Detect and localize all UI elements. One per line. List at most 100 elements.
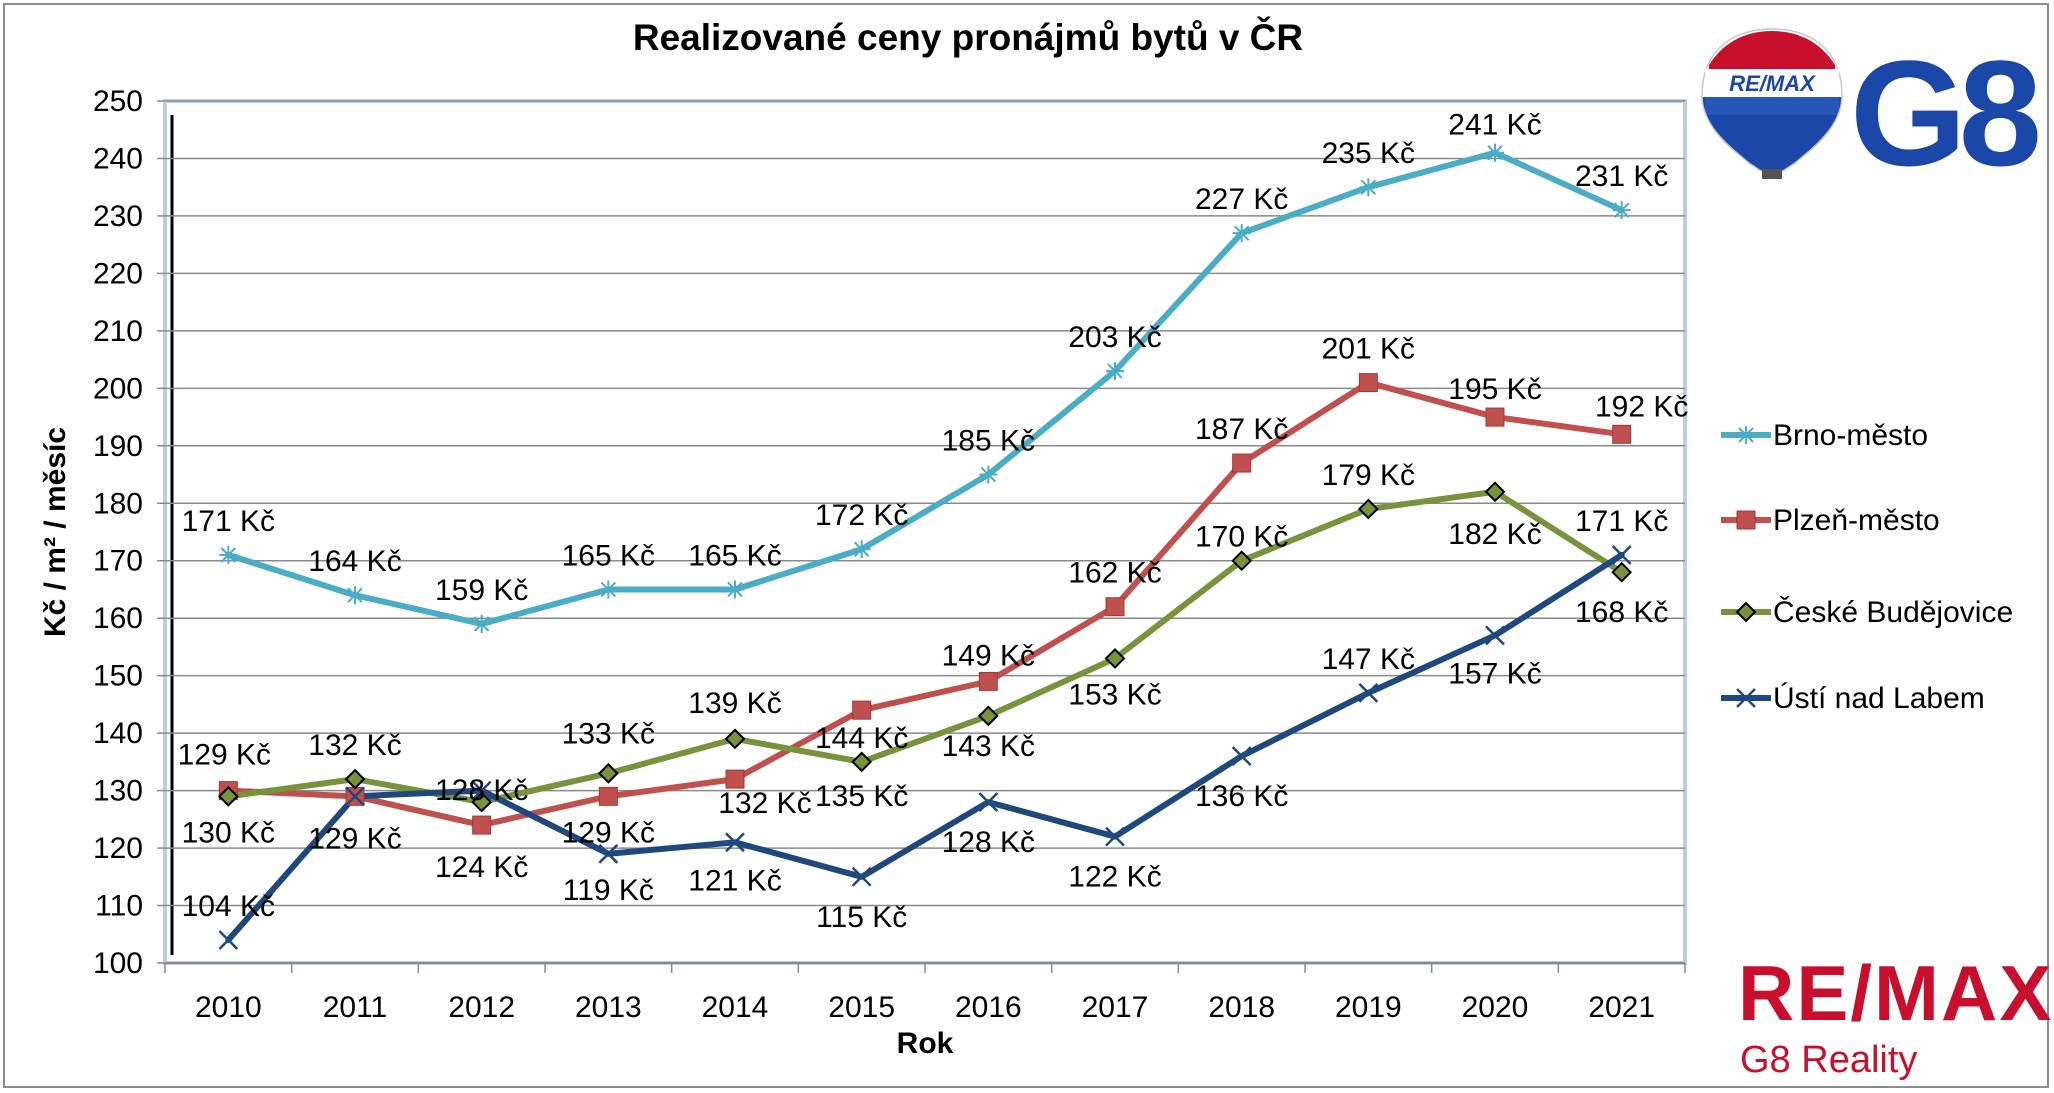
marker-asterisk — [1232, 224, 1251, 243]
marker-stroke — [1736, 688, 1756, 708]
marker-asterisk — [1486, 143, 1504, 162]
series-line — [225, 551, 1625, 944]
data-label: 124 Kč — [435, 851, 528, 884]
data-label: 104 Kč — [182, 890, 275, 923]
series-line — [225, 149, 1625, 627]
data-label: 133 Kč — [562, 717, 655, 750]
legend-label: České Budějovice — [1773, 595, 2013, 629]
legend-label: Ústí nad Labem — [1773, 682, 1985, 715]
data-label: 129 Kč — [178, 738, 271, 771]
marker-stroke — [1105, 826, 1125, 847]
data-label: 203 Kč — [1068, 321, 1161, 354]
marker-x — [978, 792, 999, 812]
marker-stroke — [345, 786, 365, 807]
x-tick-label: 2019 — [1335, 991, 1402, 1024]
marker-x — [1485, 625, 1505, 646]
marker-asterisk — [1612, 201, 1631, 220]
marker-stroke — [851, 866, 872, 887]
y-tick-label: 190 — [93, 430, 143, 463]
legend-label: Plzeň-město — [1773, 504, 1940, 537]
series-markers — [217, 143, 1633, 950]
data-label: 168 Kč — [1575, 596, 1668, 629]
marker-x — [1358, 683, 1379, 703]
y-tick-label: 230 — [93, 200, 143, 233]
marker-stroke — [1611, 545, 1632, 565]
series-lines — [225, 149, 1625, 944]
data-label: 201 Kč — [1322, 333, 1415, 366]
x-tick-label: 2017 — [1082, 991, 1149, 1024]
data-label: 170 Kč — [1195, 521, 1288, 554]
marker-diamond — [344, 768, 366, 790]
x-tick-label: 2020 — [1462, 991, 1529, 1024]
marker-asterisk — [1106, 362, 1124, 381]
marker-stroke — [978, 792, 999, 812]
y-tick-label: 120 — [93, 832, 143, 865]
x-tick-label: 2010 — [195, 991, 262, 1024]
data-label: 143 Kč — [942, 730, 1035, 763]
series-line — [225, 488, 1625, 806]
data-label: 136 Kč — [1195, 780, 1288, 813]
marker-diamond — [1104, 648, 1126, 669]
data-label: 235 Kč — [1322, 137, 1415, 170]
balloon-band — [1705, 69, 1839, 97]
x-tick-label: 2012 — [448, 991, 515, 1024]
x-tick-label: 2018 — [1208, 991, 1275, 1024]
x-tick-label: 2021 — [1588, 991, 1655, 1024]
marker-square — [1105, 597, 1125, 617]
marker-asterisk — [346, 586, 364, 605]
marker-diamond — [1484, 481, 1506, 503]
x-tick-label: 2015 — [828, 991, 895, 1024]
marker-square — [852, 700, 872, 720]
marker-asterisk — [1737, 426, 1755, 444]
y-tick-label: 100 — [93, 947, 143, 980]
data-label: 128 Kč — [942, 826, 1035, 859]
marker-diamond — [1357, 498, 1379, 520]
marker-stroke — [1485, 625, 1505, 646]
data-label: 129 Kč — [308, 822, 401, 855]
data-labels: 171 Kč 164 Kč 159 Kč 165 Kč 165 Kč 172 Kč 185 … — [178, 109, 1689, 934]
marker-stroke — [1231, 746, 1252, 767]
data-label: 144 Kč — [815, 722, 908, 755]
marker-asterisk — [1359, 178, 1378, 197]
data-label: 231 Kč — [1575, 160, 1668, 193]
marker-stroke — [471, 780, 492, 801]
series-line — [225, 379, 1625, 829]
marker-diamond — [597, 762, 619, 784]
marker-x — [1611, 545, 1632, 565]
balloon-text: RE/MAX — [1729, 71, 1816, 96]
y-tick-label: 210 — [93, 315, 143, 348]
data-label: 132 Kč — [308, 729, 401, 762]
marker-square — [978, 671, 998, 691]
chart-frame: 2010 2011 2012 2013 2014 2015 2016 2017 2018 2019… — [3, 3, 2051, 1088]
y-tick-label: 240 — [93, 142, 143, 175]
y-tick-label: 170 — [93, 545, 143, 578]
marker-square — [725, 769, 745, 789]
marker-x — [725, 832, 745, 853]
x-tick-label: 2016 — [955, 991, 1022, 1024]
chart-svg: 2010 2011 2012 2013 2014 2015 2016 2017 2018 2019… — [39, 16, 2051, 1081]
marker-asterisk — [219, 545, 238, 564]
y-tick-label: 110 — [95, 890, 143, 923]
chart-title: Realizované ceny pronájmů bytů v ČR — [633, 16, 1303, 58]
marker-x — [1736, 688, 1756, 708]
marker-diamond — [471, 791, 493, 813]
data-label: 227 Kč — [1195, 183, 1288, 216]
marker-stroke — [725, 832, 745, 853]
marker-diamond — [851, 751, 873, 773]
marker-diamond — [724, 728, 746, 750]
marker-asterisk — [852, 540, 871, 559]
remax-brand-subtext: G8 Reality — [1740, 1039, 1917, 1081]
data-label: 171 Kč — [182, 505, 275, 538]
data-label: 241 Kč — [1448, 109, 1541, 142]
marker-square — [1358, 373, 1378, 393]
x-tick-label: 2013 — [575, 991, 642, 1024]
marker-asterisk — [979, 465, 998, 484]
data-label: 149 Kč — [942, 639, 1035, 672]
x-tick-label: 2011 — [323, 991, 388, 1024]
data-label: 128 Kč — [435, 774, 528, 807]
data-label: 185 Kč — [942, 425, 1035, 458]
marker-diamond — [1735, 601, 1757, 623]
marker-x — [598, 843, 619, 864]
marker-diamond — [1611, 561, 1633, 583]
y-tick-label: 140 — [93, 717, 143, 750]
